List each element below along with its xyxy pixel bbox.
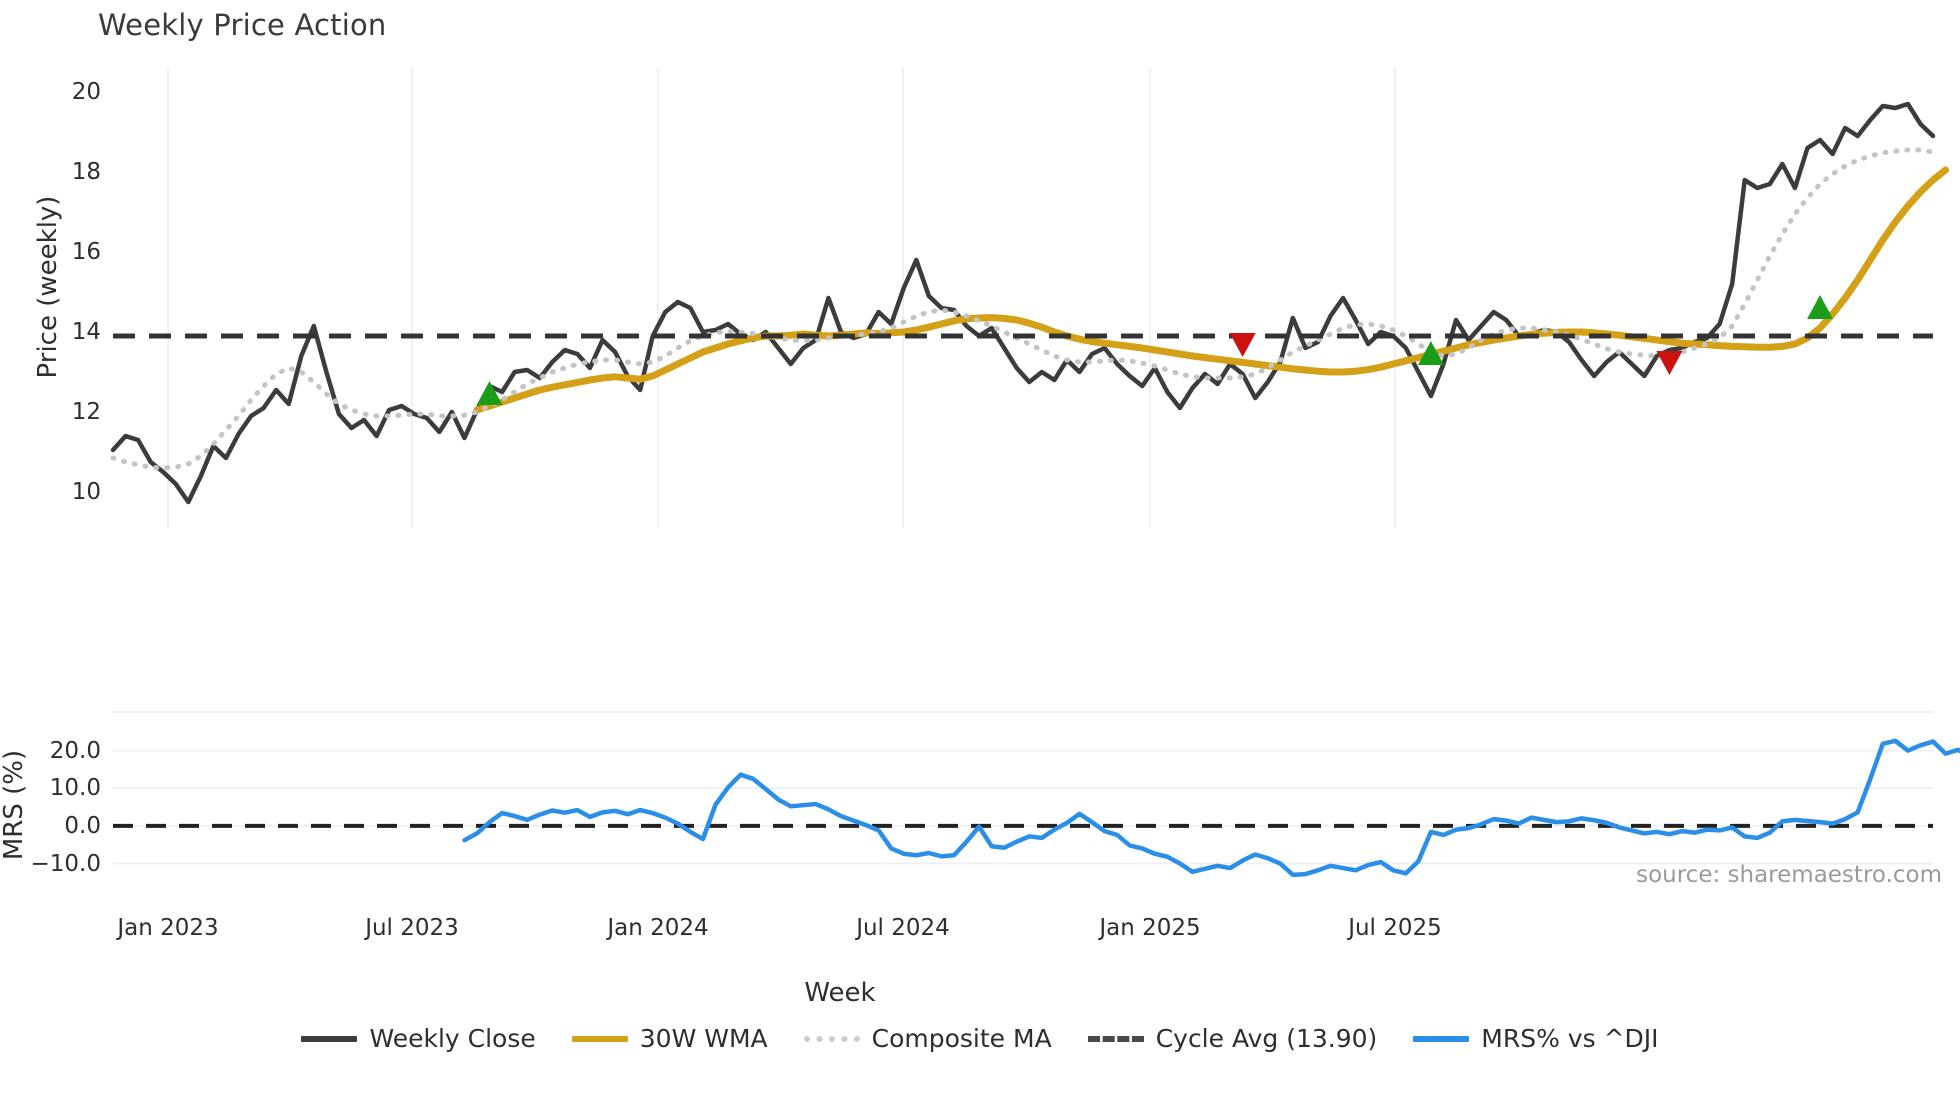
x-tick: Jan 2024 [607,915,709,941]
mrs-y-tick: −10.0 [30,850,101,877]
mrs-y-tick: 0.0 [64,812,101,839]
x-tick: Jul 2025 [1348,915,1442,941]
mrs-y-tick: 20.0 [49,737,101,764]
x-tick: Jul 2024 [856,915,950,941]
source-note: source: sharemaestro.com [1636,862,1942,888]
series-30w-wma [473,166,1950,414]
page-title: Weekly Price Action [98,8,387,42]
x-tick: Jan 2023 [117,915,219,941]
chart-legend: Weekly Close 30W WMA Composite MA Cycle Avg… [0,1024,1960,1053]
x-axis-label: Week [804,978,876,1008]
legend-entry[interactable]: Composite MA [803,1024,1052,1053]
legend-entry[interactable]: 30W WMA [571,1024,768,1053]
legend-swatch-icon [1087,1035,1144,1042]
buy-signal-marker [1807,295,1834,320]
plot-canvas [110,68,1960,878]
legend-label: MRS% vs ^DJI [1481,1024,1659,1053]
price-y-tick: 20 [71,79,101,105]
legend-label: Composite MA [871,1024,1052,1053]
legend-label: Weekly Close [369,1024,536,1053]
buy-signal-marker [1417,341,1444,366]
price-y-tick: 18 [71,159,101,185]
buy-signal-marker [476,381,503,406]
price-y-tick: 14 [71,319,101,345]
x-tick: Jan 2025 [1099,915,1201,941]
x-tick: Jul 2023 [365,915,459,941]
legend-label: Cycle Avg (13.90) [1155,1024,1378,1053]
legend-swatch-icon [803,1035,860,1042]
legend-swatch-icon [1413,1035,1470,1042]
legend-swatch-icon [571,1035,628,1042]
mrs-y-tick: 10.0 [49,775,101,802]
sell-signal-marker [1229,332,1256,357]
price-y-tick: 16 [71,239,101,265]
legend-entry[interactable]: MRS% vs ^DJI [1413,1024,1659,1053]
series-weekly-close [110,101,1936,505]
legend-entry[interactable]: Weekly Close [301,1024,536,1053]
price-y-tick: 12 [71,399,101,425]
price-y-tick: 10 [71,479,101,505]
sell-signal-marker [1656,350,1683,375]
series-composite-ma [110,147,1936,471]
legend-swatch-icon [301,1035,358,1042]
legend-entry[interactable]: Cycle Avg (13.90) [1087,1024,1378,1053]
legend-label: 30W WMA [639,1024,768,1053]
series-mrs-vs-dji [462,738,1960,878]
